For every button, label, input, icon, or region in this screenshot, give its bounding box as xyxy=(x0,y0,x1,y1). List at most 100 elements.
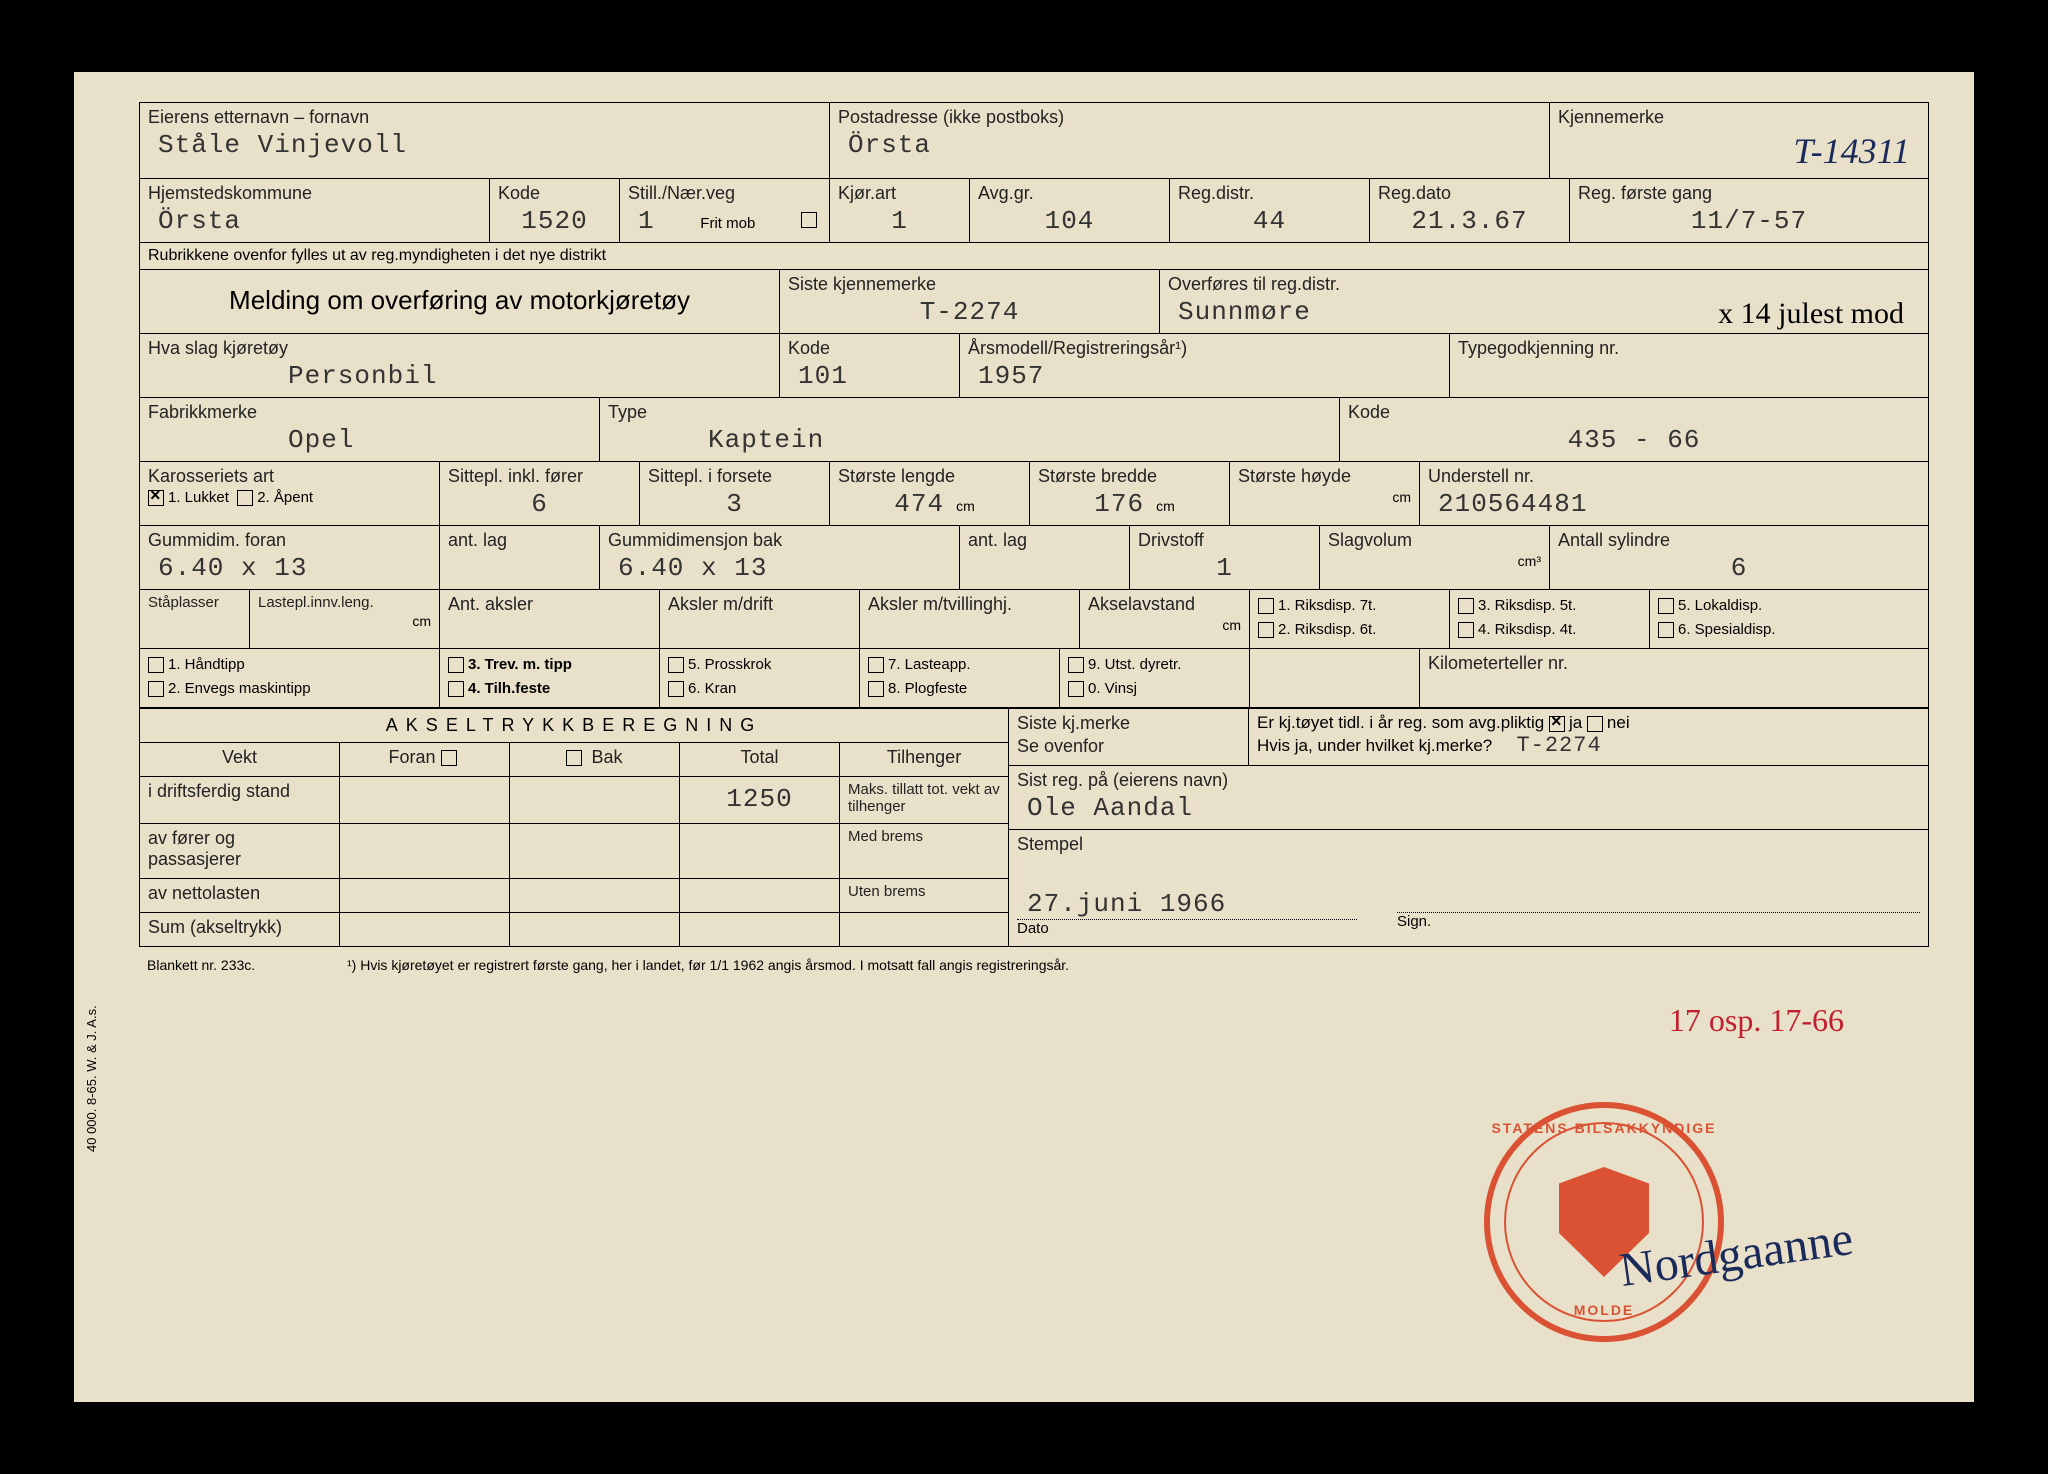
value-regdistr: 44 xyxy=(1178,206,1361,236)
label-understell: Understell nr. xyxy=(1428,466,1920,487)
registration-form: Eierens etternavn – fornavn Ståle Vinjev… xyxy=(74,72,1974,1402)
right-section: Siste kj.merke Se ovenfor Er kj.tøyet ti… xyxy=(1009,708,1929,947)
checkbox-e8 xyxy=(868,681,884,697)
axle-table-wrapper: AKSELTRYKKBEREGNING Vekt Foran Bak Total… xyxy=(139,708,1009,947)
cell-kjoretoy: Hva slag kjøretøy Personbil xyxy=(140,334,780,397)
text-r2: 2. Riksdisp. 6t. xyxy=(1278,621,1376,638)
label-municipality: Hjemstedskommune xyxy=(148,183,481,204)
checkbox-e4 xyxy=(448,681,464,697)
checkbox-e9 xyxy=(1068,657,1084,673)
label-sist-reg: Sist reg. på (eierens navn) xyxy=(1017,770,1920,791)
label-typegod: Typegodkjenning nr. xyxy=(1458,338,1920,359)
label-uten-brems: Uten brems xyxy=(848,883,1000,900)
label-regforste: Reg. første gang xyxy=(1578,183,1920,204)
label-kode3: Kode xyxy=(1348,402,1920,423)
cell-arsmodell: Årsmodell/Registreringsår¹) 1957 xyxy=(960,334,1450,397)
label-owner: Eierens etternavn – fornavn xyxy=(148,107,821,128)
label-kjorart: Kjør.art xyxy=(838,183,961,204)
label-regdistr: Reg.distr. xyxy=(1178,183,1361,204)
checkbox-r4 xyxy=(1458,622,1474,638)
row-fabrikk: Fabrikkmerke Opel Type Kaptein Kode 435 … xyxy=(139,397,1929,461)
row-owner: Eierens etternavn – fornavn Ståle Vinjev… xyxy=(139,102,1929,178)
checkbox-apent xyxy=(237,490,253,506)
label-siste-kj: Siste kj.merke xyxy=(1017,713,1240,734)
axle-row-netto: av nettolasten Uten brems xyxy=(139,878,1009,912)
cell-karosseri: Karosseriets art 1. Lukket 2. Åpent xyxy=(140,462,440,525)
text-r1: 1. Riksdisp. 7t. xyxy=(1278,597,1376,614)
value-tidl-reg: T-2274 xyxy=(1506,733,1601,758)
cell-gummi-bak: Gummidimensjon bak 6.40 x 13 xyxy=(600,526,960,589)
cell-kode3: Kode 435 - 66 xyxy=(1340,398,1928,461)
cell-aksler-tvilling: Aksler m/tvillinghj. xyxy=(860,590,1080,648)
checkbox-e0 xyxy=(1068,681,1084,697)
label-arsmodell: Årsmodell/Registreringsår¹) xyxy=(968,338,1441,359)
row-kjoretoy: Hva slag kjøretøy Personbil Kode 101 Års… xyxy=(139,333,1929,397)
cell-equip-3: 5. Prosskrok 6. Kran xyxy=(660,649,860,707)
value-regforste: 11/7-57 xyxy=(1578,206,1920,236)
label-regdato: Reg.dato xyxy=(1378,183,1561,204)
cell-akselavstand: Akselavstand cm xyxy=(1080,590,1250,648)
label-siste-kjenn: Siste kjennemerke xyxy=(788,274,1151,295)
opt-apent: 2. Åpent xyxy=(257,489,313,506)
col-vekt: Vekt xyxy=(148,747,331,768)
cell-sittepl-forsete: Sittepl. i forsete 3 xyxy=(640,462,830,525)
label-drivstoff: Drivstoff xyxy=(1138,530,1311,551)
checkbox-lukket xyxy=(148,490,164,506)
row-equipment: 1. Håndtipp 2. Envegs maskintipp 3. Trev… xyxy=(139,648,1929,708)
col-total: Total xyxy=(688,747,831,768)
value-dato: 27.juni 1966 xyxy=(1017,889,1357,920)
cell-antlag1: ant. lag xyxy=(440,526,600,589)
text-e4: 4. Tilh.feste xyxy=(468,680,550,697)
value-municipality: Örsta xyxy=(148,206,481,236)
rubrikk-note: Rubrikkene ovenfor fylles ut av reg.mynd… xyxy=(139,242,1929,269)
value-type: Kaptein xyxy=(608,425,1331,455)
checkbox-e1 xyxy=(148,657,164,673)
black-scribble: x 14 julest mod xyxy=(1718,297,1904,331)
cell-regdato: Reg.dato 21.3.67 xyxy=(1370,179,1570,242)
value-kode2: 101 xyxy=(788,361,951,391)
cell-lastepl: Lastepl.innv.leng. cm xyxy=(250,590,440,648)
row-title: Melding om overføring av motorkjøretøy S… xyxy=(139,269,1929,333)
col-bak: Bak xyxy=(518,747,671,768)
axle-row-drift: i driftsferdig stand 1250 Maks. tillatt … xyxy=(139,776,1009,823)
cell-gummi-foran: Gummidim. foran 6.40 x 13 xyxy=(140,526,440,589)
value-gummi-bak: 6.40 x 13 xyxy=(608,553,951,583)
label-med-brems: Med brems xyxy=(848,828,1000,845)
value-regdato: 21.3.67 xyxy=(1378,206,1561,236)
text-r3: 3. Riksdisp. 5t. xyxy=(1478,597,1576,614)
axle-title: AKSELTRYKKBEREGNING xyxy=(139,708,1009,742)
value-kjorart: 1 xyxy=(838,206,961,236)
cell-typegod: Typegodkjenning nr. xyxy=(1450,334,1928,397)
cell-equip-5: 9. Utst. dyretr. 0. Vinsj xyxy=(1060,649,1250,707)
cell-fabrikk: Fabrikkmerke Opel xyxy=(140,398,600,461)
label-km: Kilometerteller nr. xyxy=(1428,653,1920,674)
row-stempel: Stempel 27.juni 1966 Dato Sign. xyxy=(1009,829,1929,947)
checkbox-r3 xyxy=(1458,598,1474,614)
row-aksler: Ståplasser Lastepl.innv.leng. cm Ant. ak… xyxy=(139,589,1929,648)
text-footnote: ¹) Hvis kjøretøyet er registrert første … xyxy=(339,953,1929,977)
bottom-section: AKSELTRYKKBEREGNING Vekt Foran Bak Total… xyxy=(139,708,1929,947)
cell-staplasser: Ståplasser xyxy=(140,590,250,648)
cell-kjorart: Kjør.art 1 xyxy=(830,179,970,242)
stamp-text-bottom: MOLDE xyxy=(1574,1302,1635,1318)
value-sylindre: 6 xyxy=(1558,553,1920,583)
text-e6: 6. Kran xyxy=(688,680,736,697)
label-aksler-tvilling: Aksler m/tvillinghj. xyxy=(868,594,1071,615)
cell-bredde: Største bredde 176 cm xyxy=(1030,462,1230,525)
value-still: 1 xyxy=(628,206,655,236)
label-staplasser: Ståplasser xyxy=(148,594,241,611)
label-tilhenger-tot: Maks. tillatt tot. vekt av tilhenger xyxy=(848,781,1000,815)
value-sittepl-inkl: 6 xyxy=(448,489,631,519)
label-postal: Postadresse (ikke postboks) xyxy=(838,107,1541,128)
cell-stempel: Stempel 27.juni 1966 Dato Sign. xyxy=(1009,830,1928,946)
label-dato: Dato xyxy=(1017,920,1049,937)
label-aksler: Ant. aksler xyxy=(448,594,651,615)
label-kode2: Kode xyxy=(788,338,951,359)
cell-lengde: Største lengde 474 cm xyxy=(830,462,1030,525)
label-sittepl-forsete: Sittepl. i forsete xyxy=(648,466,821,487)
label-karosseri: Karosseriets art xyxy=(148,466,431,487)
text-e7: 7. Lasteapp. xyxy=(888,656,971,673)
text-e8: 8. Plogfeste xyxy=(888,680,967,697)
cell-siste-kj: Siste kj.merke Se ovenfor xyxy=(1009,709,1249,765)
value-postal: Örsta xyxy=(838,130,1541,160)
